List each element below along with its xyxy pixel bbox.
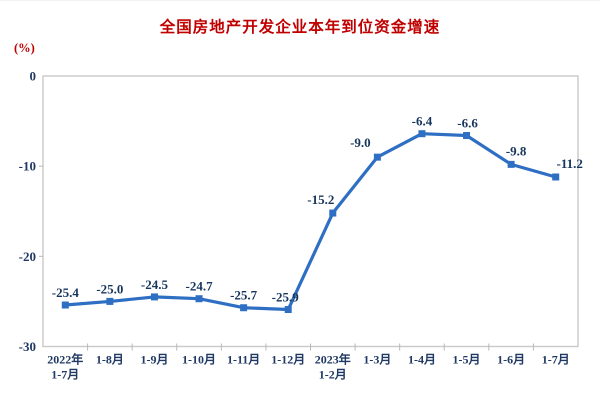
data-point-label: -25.4 — [52, 285, 80, 300]
x-tick-label: 1-7月 — [542, 353, 570, 367]
chart-title: 全国房地产开发企业本年到位资金增速 — [159, 19, 441, 36]
x-tick-label: 1-5月 — [453, 353, 481, 367]
y-tick-label: -30 — [19, 339, 36, 354]
data-line — [63, 132, 558, 312]
x-tick-label: 1-3月 — [363, 353, 391, 367]
x-tick-label: 1-12月 — [271, 353, 305, 367]
data-point-marker — [240, 304, 248, 312]
data-point-marker — [284, 306, 292, 314]
x-tick-label: 2022年 1-7月 — [47, 352, 83, 382]
data-point-marker — [329, 209, 337, 217]
data-point-label: -25.9 — [272, 290, 300, 305]
y-tick-label: -10 — [19, 159, 36, 174]
x-tick-label: 1-4月 — [408, 353, 436, 367]
data-point-marker — [61, 301, 69, 309]
data-point-label: -6.4 — [412, 114, 433, 129]
data-point-label: -9.0 — [350, 135, 371, 150]
data-point-label: -6.6 — [457, 116, 478, 131]
data-point-marker — [195, 295, 203, 303]
x-tick-label: 2023年 1-2月 — [315, 352, 351, 382]
data-point-label: -24.5 — [141, 277, 169, 292]
y-tick-label: 0 — [30, 69, 37, 84]
x-tick-label: 1-10月 — [182, 353, 216, 367]
data-point-marker — [463, 132, 471, 140]
y-axis-unit-label: (%) — [14, 41, 35, 55]
data-point-marker — [106, 297, 114, 305]
x-tick-label: 1-8月 — [96, 353, 124, 367]
data-point-label: -24.7 — [185, 279, 213, 294]
data-point-marker — [552, 173, 560, 181]
plot-frame — [42, 75, 579, 348]
y-tick-label: -20 — [19, 249, 36, 264]
data-point-marker — [373, 153, 381, 161]
x-tick-label: 1-11月 — [227, 353, 260, 367]
data-point-label: -11.2 — [557, 156, 583, 171]
data-point-marker — [507, 160, 515, 168]
data-point-marker — [150, 293, 158, 301]
data-point-marker — [418, 130, 426, 138]
x-tick-label: 1-9月 — [140, 353, 168, 367]
x-tick-label: 1-6月 — [497, 353, 525, 367]
data-point-label: -25.7 — [230, 288, 258, 303]
data-point-label: -9.8 — [506, 143, 527, 158]
data-point-label: -15.2 — [307, 192, 334, 207]
data-point-label: -25.0 — [96, 281, 123, 296]
